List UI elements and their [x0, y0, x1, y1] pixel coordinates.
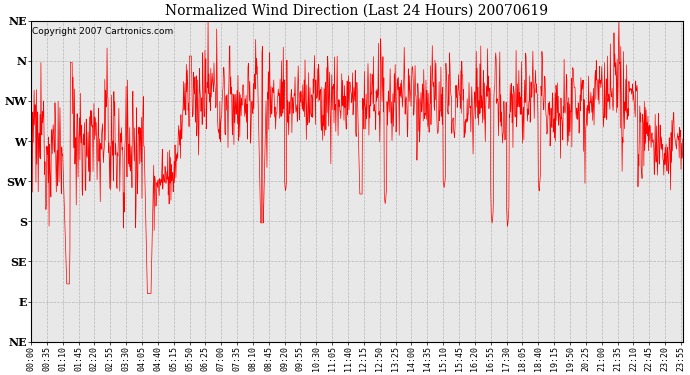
Title: Normalized Wind Direction (Last 24 Hours) 20070619: Normalized Wind Direction (Last 24 Hours…: [166, 4, 549, 18]
Text: Copyright 2007 Cartronics.com: Copyright 2007 Cartronics.com: [32, 27, 173, 36]
